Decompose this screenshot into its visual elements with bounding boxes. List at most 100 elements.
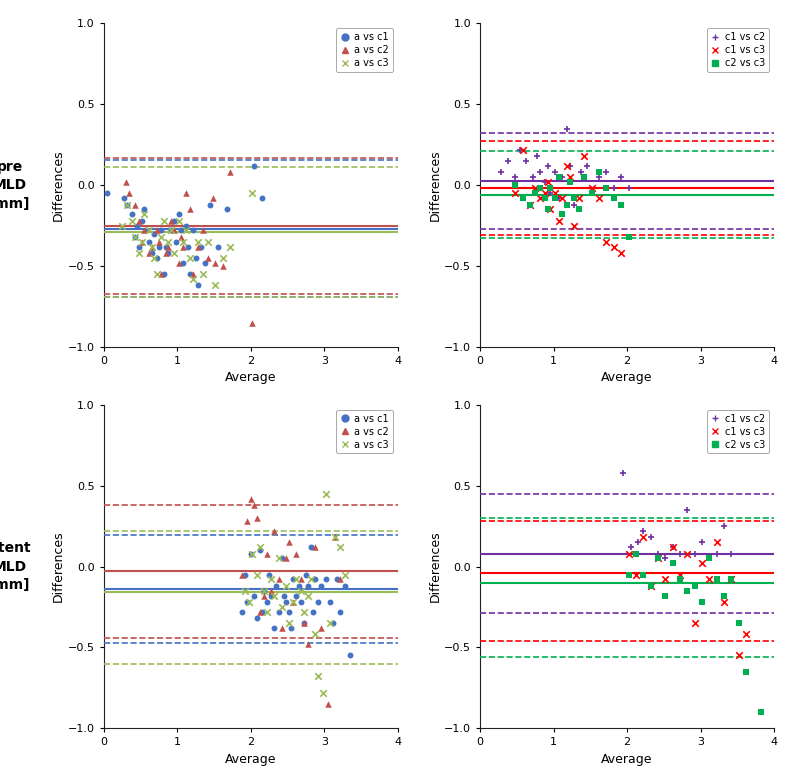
Point [630,547,642,560]
Text: (a): (a) [235,405,266,427]
Point [292,579,305,592]
Point [120,198,133,211]
Point [243,596,255,608]
Point [168,247,180,259]
Point [593,166,606,179]
Point [184,251,197,264]
Point [710,536,723,549]
Point [158,268,171,280]
Point [275,622,288,634]
Point [586,182,598,195]
Point [192,236,204,248]
Point [334,541,347,554]
Point [567,198,580,211]
Point [710,547,723,560]
Point [136,236,148,248]
Point [614,171,627,183]
Point [703,552,716,565]
Point [502,154,515,167]
Point [553,171,566,183]
Point [681,585,693,597]
Point [541,203,554,215]
Point [260,605,273,618]
Point [138,224,151,236]
Point [329,531,342,543]
Point [216,260,229,272]
Point [206,192,219,204]
Point [689,579,701,592]
Point [132,240,145,253]
Point [298,617,310,630]
Point [180,224,192,236]
Point [494,166,507,179]
Point [175,230,188,243]
Point [607,182,620,195]
Point [258,590,271,602]
Point [116,219,128,232]
Point [294,573,307,586]
Point [578,150,591,162]
Point [128,230,141,243]
Point [162,240,175,253]
Point [172,208,185,221]
Point [644,579,657,592]
Point [279,552,292,565]
Point [674,568,686,581]
Point [143,224,156,236]
Point [541,175,554,188]
Point [563,160,576,172]
Point [150,224,163,236]
Point [338,568,351,581]
Y-axis label: Differences: Differences [429,531,441,602]
Point [148,251,160,264]
Point [150,268,163,280]
Point [180,219,192,232]
Point [567,192,580,204]
Point [221,203,234,215]
Point [689,547,701,560]
Text: pre
MLD
[mm]: pre MLD [mm] [0,160,30,211]
Point [298,605,310,618]
Point [128,198,141,211]
X-axis label: Average: Average [225,371,276,384]
Point [211,240,224,253]
Point [241,515,254,528]
Point [740,628,753,640]
Point [299,568,312,581]
Point [241,596,254,608]
Point [617,467,630,479]
Point [740,666,753,678]
X-axis label: Average: Average [602,752,653,766]
Point [322,698,334,710]
Point [145,247,158,259]
Point [155,268,168,280]
Y-axis label: Differences: Differences [52,150,65,221]
Point [523,198,536,211]
Point [733,617,745,630]
Point [172,215,185,227]
Point [553,215,566,227]
Point [312,670,325,683]
Point [717,590,730,602]
Point [192,240,204,253]
Point [637,531,650,543]
Point [651,547,664,560]
Point [187,272,200,285]
Point [160,240,172,253]
Point [136,215,148,227]
Point [622,182,635,195]
Point [580,160,593,172]
Point [578,171,591,183]
Text: (b): (b) [611,405,643,427]
Point [258,585,271,597]
Point [290,547,302,560]
Point [132,247,145,259]
Point [593,192,606,204]
Point [148,227,160,240]
Point [120,198,133,211]
Point [130,219,143,232]
Point [563,171,576,183]
Point [255,192,268,204]
Point [287,596,300,608]
Point [681,503,693,516]
